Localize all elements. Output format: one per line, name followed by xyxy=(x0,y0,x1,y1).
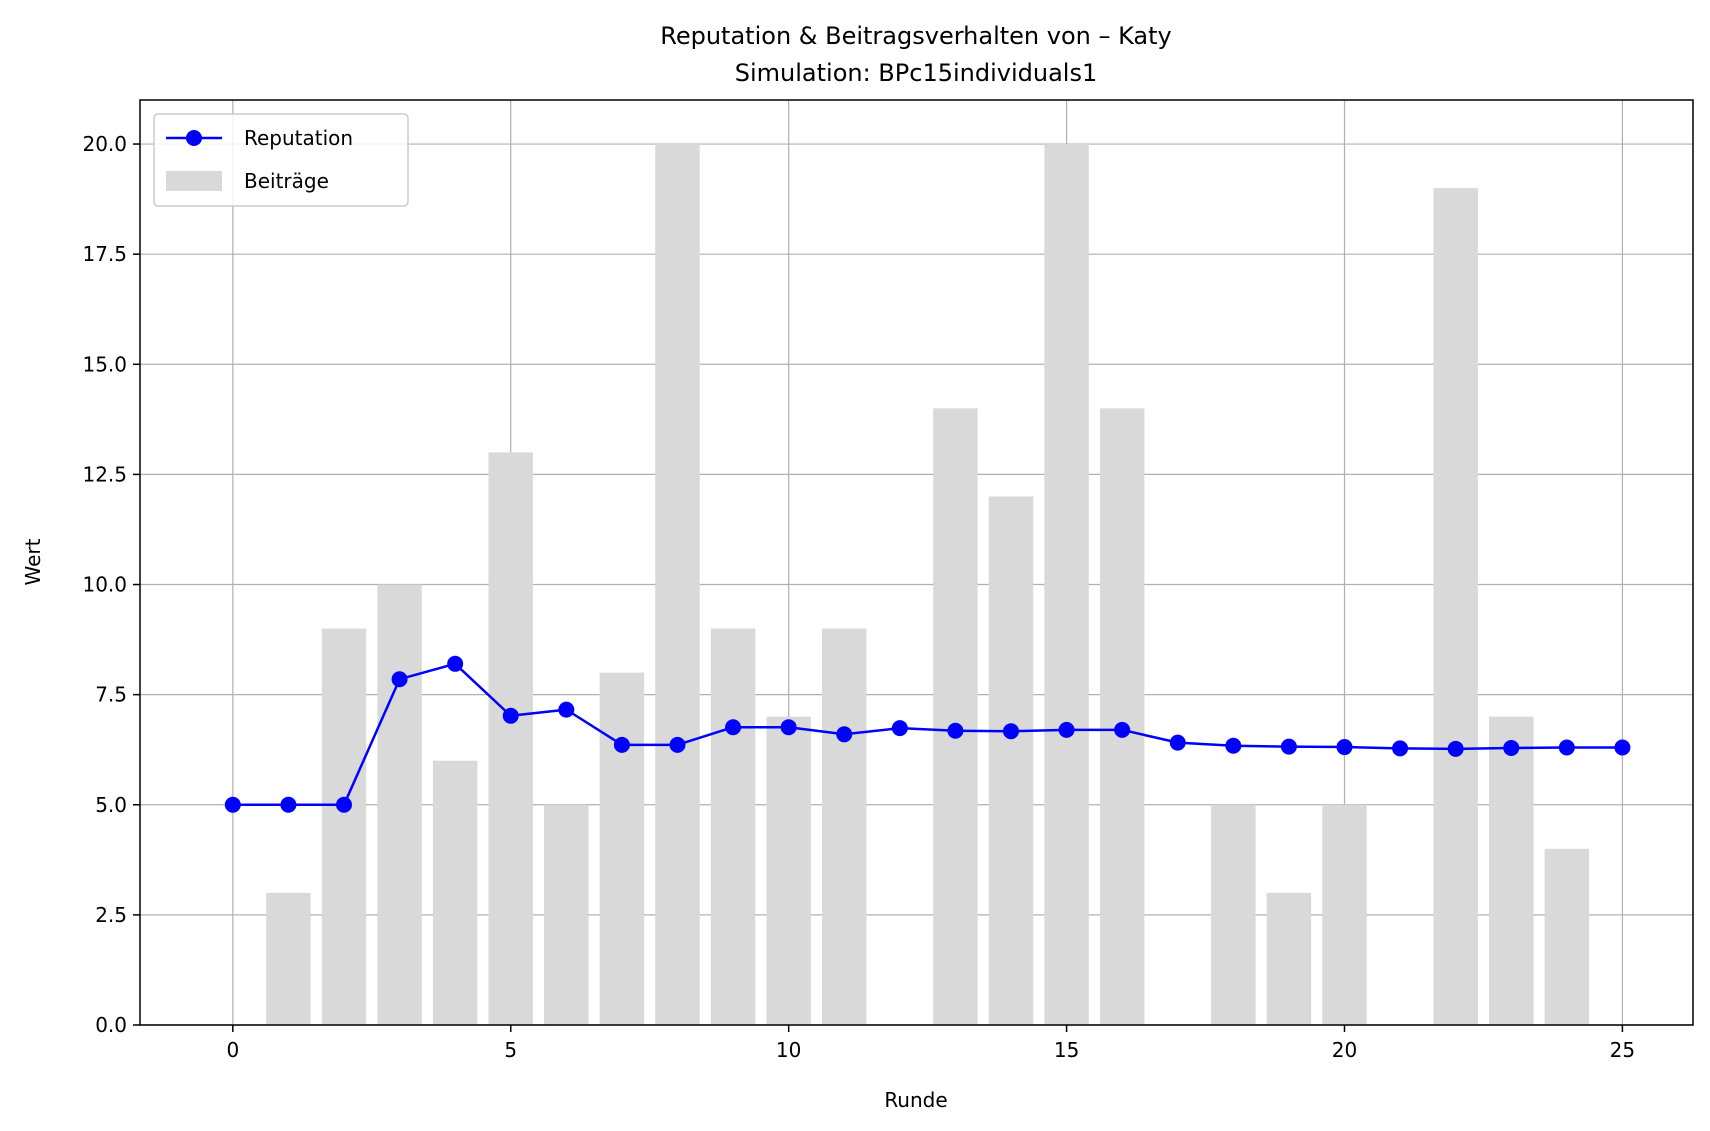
reputation-point-17 xyxy=(1169,734,1186,751)
legend-beitraege-label: Beiträge xyxy=(244,169,329,193)
x-tick-label: 5 xyxy=(504,1038,517,1062)
reputation-point-25 xyxy=(1614,739,1631,756)
bar-beitraege-2 xyxy=(321,628,367,1025)
reputation-point-6 xyxy=(558,701,575,718)
x-axis-label: Runde xyxy=(884,1088,947,1112)
reputation-point-9 xyxy=(725,719,742,736)
y-tick-label: 2.5 xyxy=(95,903,127,927)
y-tick-label: 20.0 xyxy=(82,132,127,156)
bar-beitraege-23 xyxy=(1489,716,1534,1025)
reputation-point-15 xyxy=(1058,721,1075,738)
reputation-point-5 xyxy=(502,707,519,724)
bar-beitraege-16 xyxy=(1099,408,1145,1025)
y-axis: 0.0 2.5 5.0 7.5 10.0 12.5 15.0 17.5 20.0 xyxy=(82,132,140,1037)
y-tick-label: 17.5 xyxy=(82,242,127,266)
bar-beitraege-13 xyxy=(933,408,978,1025)
bar-beitraege-5 xyxy=(488,452,533,1025)
bar-beitraege-24 xyxy=(1544,848,1590,1025)
x-tick-label: 10 xyxy=(776,1038,801,1062)
y-tick-label: 10.0 xyxy=(82,573,127,597)
reputation-point-19 xyxy=(1280,738,1297,755)
bar-beitraege-11 xyxy=(822,628,867,1025)
reputation-point-1 xyxy=(280,796,297,813)
y-tick-label: 15.0 xyxy=(82,352,127,376)
bar-beitraege-9 xyxy=(710,628,756,1025)
bar-beitraege-8 xyxy=(655,144,700,1026)
reputation-point-7 xyxy=(613,736,630,753)
y-tick-label: 7.5 xyxy=(95,683,127,707)
bar-beitraege-6 xyxy=(544,804,589,1025)
legend-reputation-label: Reputation xyxy=(244,126,353,150)
reputation-point-13 xyxy=(947,722,964,739)
reputation-line xyxy=(232,662,1623,807)
bar-beitraege-22 xyxy=(1433,188,1478,1026)
plot-frame xyxy=(139,99,1694,1026)
reputation-point-20 xyxy=(1336,739,1353,756)
bar-beitraege-1 xyxy=(266,892,311,1025)
reputation-point-3 xyxy=(391,671,408,688)
bar-beitraege-18 xyxy=(1211,804,1256,1025)
reputation-point-14 xyxy=(1002,723,1019,740)
legend-beitraege-swatch xyxy=(166,171,222,191)
x-tick-label: 20 xyxy=(1332,1038,1357,1062)
bar-beitraege-20 xyxy=(1322,804,1367,1025)
bar-series xyxy=(266,144,1590,1026)
bar-beitraege-4 xyxy=(432,760,478,1025)
x-tick-label: 0 xyxy=(226,1038,239,1062)
x-tick-label: 25 xyxy=(1610,1038,1635,1062)
reputation-point-2 xyxy=(335,796,352,813)
line-series xyxy=(224,655,1631,813)
reputation-point-16 xyxy=(1114,721,1131,738)
chart-subtitle: Simulation: BPc15individuals1 xyxy=(735,59,1097,87)
x-axis: 0 5 10 15 20 25 xyxy=(226,1025,1635,1062)
chart-title: Reputation & Beitragsverhalten von – Kat… xyxy=(660,22,1172,50)
reputation-point-11 xyxy=(836,726,853,743)
reputation-point-22 xyxy=(1447,740,1464,757)
reputation-point-18 xyxy=(1225,737,1242,754)
bar-beitraege-7 xyxy=(599,672,645,1025)
bar-beitraege-14 xyxy=(988,496,1034,1025)
y-tick-label: 0.0 xyxy=(95,1013,127,1037)
reputation-point-8 xyxy=(669,736,686,753)
x-tick-label: 15 xyxy=(1054,1038,1079,1062)
y-tick-label: 5.0 xyxy=(95,793,127,817)
reputation-point-24 xyxy=(1558,739,1575,756)
bar-beitraege-15 xyxy=(1044,144,1089,1026)
reputation-point-12 xyxy=(891,720,908,737)
bar-beitraege-3 xyxy=(377,584,422,1025)
reputation-point-10 xyxy=(780,719,797,736)
legend-reputation-marker xyxy=(186,130,202,146)
reputation-point-21 xyxy=(1392,740,1409,757)
reputation-point-23 xyxy=(1503,739,1520,756)
y-tick-label: 12.5 xyxy=(82,462,127,486)
bar-beitraege-19 xyxy=(1266,892,1312,1025)
y-axis-label: Wert xyxy=(21,538,45,585)
legend: Reputation Beiträge xyxy=(153,113,409,207)
reputation-point-0 xyxy=(224,796,241,813)
bar-beitraege-10 xyxy=(766,716,811,1025)
reputation-point-4 xyxy=(447,655,464,672)
